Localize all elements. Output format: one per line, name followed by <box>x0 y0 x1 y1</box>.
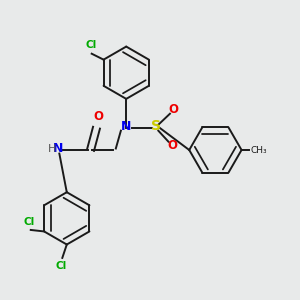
Text: N: N <box>121 120 131 133</box>
Text: Cl: Cl <box>85 40 97 50</box>
Text: H: H <box>48 143 56 154</box>
Text: N: N <box>53 142 63 155</box>
Text: Cl: Cl <box>24 217 35 227</box>
Text: S: S <box>151 119 161 133</box>
Text: Cl: Cl <box>56 262 67 272</box>
Text: O: O <box>169 103 179 116</box>
Text: O: O <box>167 139 177 152</box>
Text: CH₃: CH₃ <box>250 146 267 154</box>
Text: O: O <box>93 110 103 123</box>
